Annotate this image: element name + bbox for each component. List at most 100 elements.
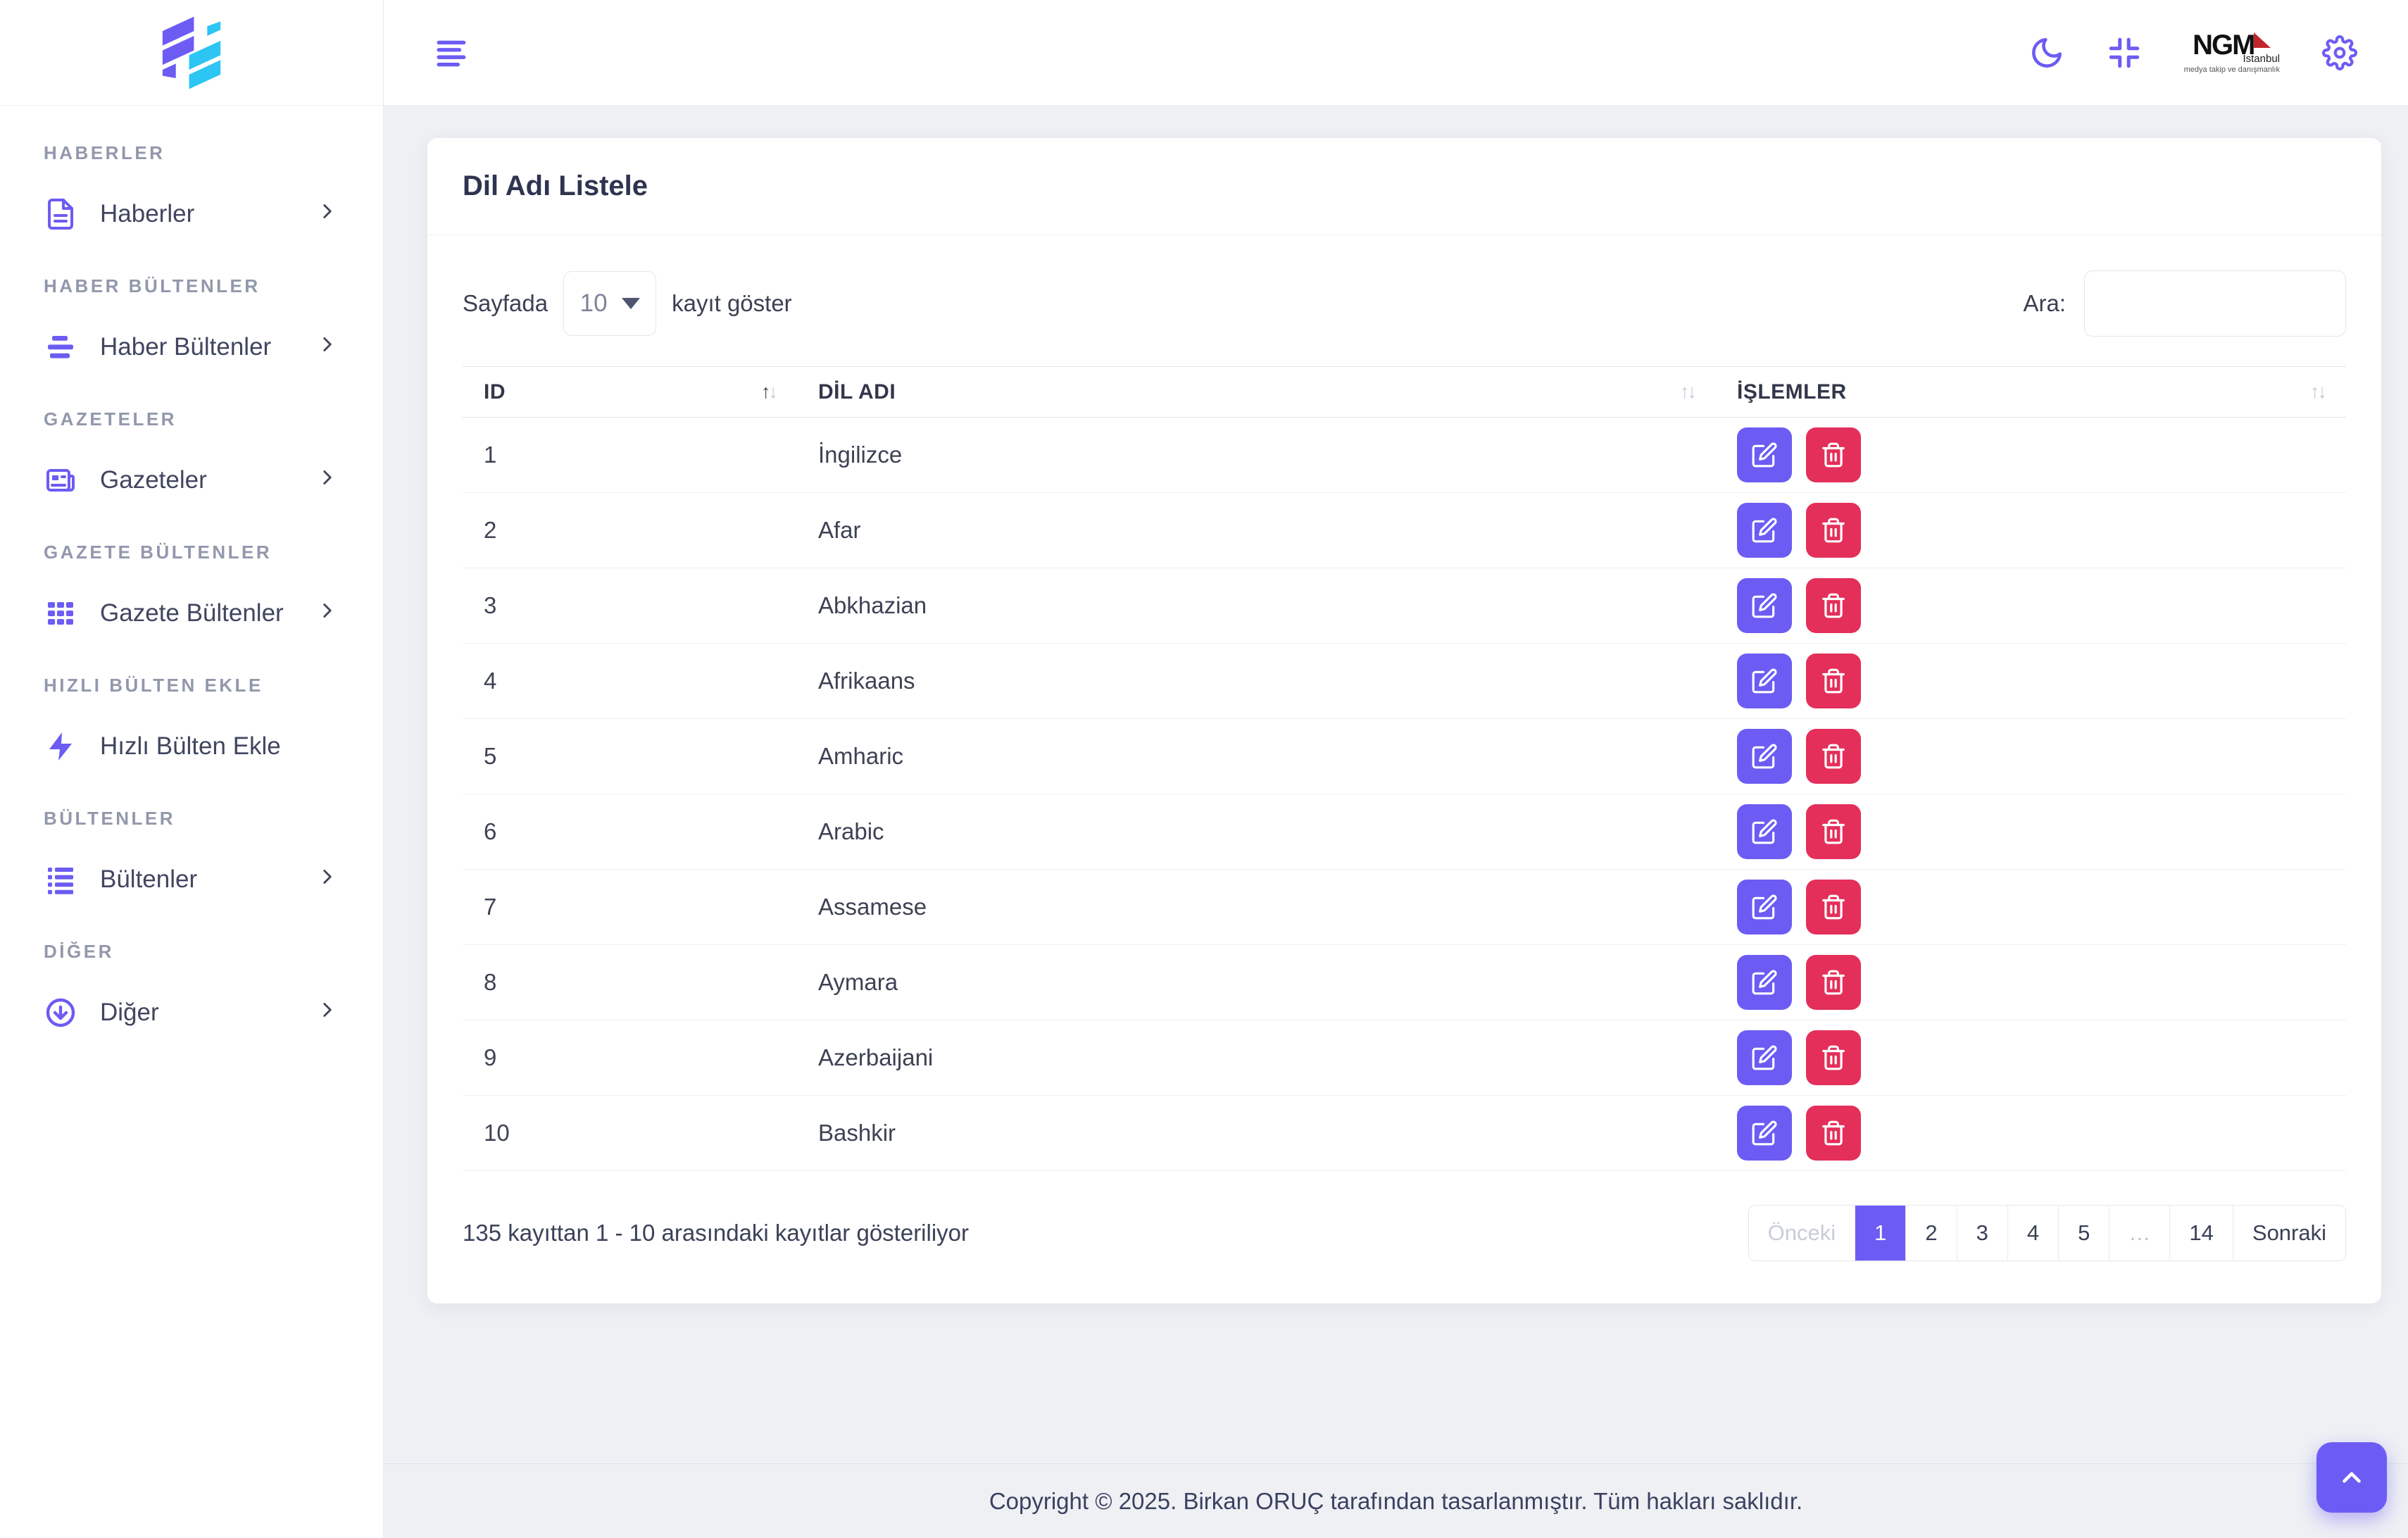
delete-button[interactable]	[1806, 729, 1861, 784]
chevron-up-icon	[2343, 1472, 2361, 1483]
sidebar-item-gazeteler[interactable]: Gazeteler	[0, 449, 383, 512]
sidebar-item-bultenler[interactable]: Bültenler	[0, 848, 383, 911]
cell-id: 1	[463, 417, 797, 493]
edit-icon	[1752, 819, 1777, 844]
trash-icon	[1822, 518, 1845, 543]
edit-button[interactable]	[1737, 729, 1792, 784]
pagination-next[interactable]: Sonraki	[2232, 1206, 2345, 1261]
settings-button[interactable]	[2322, 35, 2357, 70]
pagination: Önceki 1 2 3 4 5 … 14 Sonraki	[1748, 1205, 2346, 1261]
search-group: Ara:	[2023, 270, 2346, 337]
sidebar-item-label: Gazete Bültenler	[100, 599, 284, 627]
row-actions	[1737, 503, 2325, 558]
sidebar-item-label: Diğer	[100, 999, 159, 1026]
list-icon	[48, 868, 73, 894]
edit-button[interactable]	[1737, 427, 1792, 482]
search-label: Ara:	[2023, 290, 2066, 316]
edit-button[interactable]	[1737, 1106, 1792, 1161]
ngm-logo[interactable]: NGM İstanbul medya takip ve danışmanlık	[2184, 31, 2280, 74]
delete-button[interactable]	[1806, 578, 1861, 633]
sidebar: HABERLER Haberler HABER BÜLTENLER Haber …	[0, 0, 384, 1538]
edit-icon	[1752, 668, 1777, 694]
row-actions	[1737, 880, 2325, 934]
table-controls: Sayfada 10 kayıt göster Ara:	[463, 270, 2346, 337]
page-length-label-before: Sayfada	[463, 290, 548, 316]
edit-button[interactable]	[1737, 880, 1792, 934]
edit-button[interactable]	[1737, 955, 1792, 1010]
delete-button[interactable]	[1806, 503, 1861, 558]
sidebar-item-haberler[interactable]: Haberler	[0, 182, 383, 246]
page-length-label-after: kayıt göster	[672, 290, 792, 316]
cell-id: 4	[463, 643, 797, 719]
caret-down-icon	[621, 298, 640, 309]
table-row: 3 Abkhazian	[463, 568, 2346, 644]
ngm-tagline: medya takip ve danışmanlık	[2183, 65, 2280, 74]
edit-button[interactable]	[1737, 654, 1792, 708]
fullscreen-toggle-button[interactable]	[2107, 35, 2142, 70]
scroll-to-top-button[interactable]	[2316, 1442, 2387, 1513]
page-length-select[interactable]: 10	[563, 271, 657, 336]
sidebar-item-label: Haberler	[100, 200, 195, 227]
copyright-text: Copyright © 2025. Birkan ORUÇ tarafından…	[989, 1487, 1803, 1514]
cell-id: 3	[463, 568, 797, 644]
row-actions	[1737, 654, 2325, 708]
delete-button[interactable]	[1806, 804, 1861, 859]
cell-id: 2	[463, 492, 797, 568]
sidebar-item-gazete-bultenler[interactable]: Gazete Bültenler	[0, 582, 383, 645]
edit-button[interactable]	[1737, 1030, 1792, 1085]
section-label-haber-bultenler: HABER BÜLTENLER	[44, 275, 261, 296]
ngm-logo-row: NGM	[2193, 31, 2271, 59]
delete-button[interactable]	[1806, 654, 1861, 708]
pagination-page-5[interactable]: 5	[2058, 1206, 2109, 1261]
column-header-id[interactable]: ID ↑↓	[463, 366, 797, 418]
edit-button[interactable]	[1737, 503, 1792, 558]
footer: Copyright © 2025. Birkan ORUÇ tarafından…	[384, 1463, 2408, 1538]
content-area: Dil Adı Listele Sayfada 10 kayıt göster …	[384, 106, 2408, 1463]
language-list-card: Dil Adı Listele Sayfada 10 kayıt göster …	[427, 138, 2381, 1303]
sidebar-nav: HABERLER Haberler HABER BÜLTENLER Haber …	[0, 106, 383, 1044]
search-input[interactable]	[2084, 270, 2346, 337]
pagination-page-2[interactable]: 2	[1905, 1206, 1957, 1261]
edit-icon	[1752, 518, 1777, 543]
sidebar-item-label: Hızlı Bülten Ekle	[100, 732, 281, 760]
ngm-flag-icon	[2254, 32, 2271, 48]
delete-button[interactable]	[1806, 955, 1861, 1010]
sidebar-item-hizli-bulten-ekle[interactable]: Hızlı Bülten Ekle	[0, 715, 383, 778]
column-header-islemler[interactable]: İŞLEMLER ↑↓	[1716, 366, 2346, 418]
pagination-page-1[interactable]: 1	[1855, 1206, 1906, 1261]
column-header-dil-adi[interactable]: DİL ADI ↑↓	[797, 366, 1716, 418]
dark-mode-toggle-button[interactable]	[2029, 35, 2064, 70]
cell-language: Arabic	[797, 794, 1716, 870]
cell-id: 6	[463, 794, 797, 870]
delete-button[interactable]	[1806, 880, 1861, 934]
delete-button[interactable]	[1806, 1030, 1861, 1085]
edit-button[interactable]	[1737, 804, 1792, 859]
delete-button[interactable]	[1806, 427, 1861, 482]
menu-icon	[437, 40, 466, 66]
row-actions	[1737, 729, 2325, 784]
pagination-page-4[interactable]: 4	[2007, 1206, 2059, 1261]
pagination-previous[interactable]: Önceki	[1748, 1206, 1855, 1261]
compress-icon	[2109, 37, 2139, 68]
brand-logo-icon	[162, 16, 221, 89]
menu-toggle-button[interactable]	[434, 35, 470, 70]
pagination-page-3[interactable]: 3	[1956, 1206, 2007, 1261]
section-label-haberler: HABERLER	[44, 142, 165, 163]
cell-language: Afar	[797, 492, 1716, 568]
edit-button[interactable]	[1737, 578, 1792, 633]
sort-icon: ↑↓	[761, 381, 778, 402]
pagination-page-14[interactable]: 14	[2169, 1206, 2233, 1261]
cell-language: Azerbaijani	[797, 1020, 1716, 1096]
brand-logo[interactable]	[0, 0, 383, 106]
chevron-right-icon	[315, 465, 339, 496]
sidebar-item-haber-bultenler[interactable]: Haber Bültenler	[0, 315, 383, 379]
cell-language: Assamese	[797, 869, 1716, 945]
chevron-right-icon	[315, 199, 339, 230]
sidebar-item-diger[interactable]: Diğer	[0, 981, 383, 1044]
delete-button[interactable]	[1806, 1106, 1861, 1161]
edit-icon	[1752, 970, 1777, 995]
row-actions	[1737, 1030, 2325, 1085]
edit-icon	[1752, 442, 1777, 468]
table-row: 9 Azerbaijani	[463, 1020, 2346, 1096]
table-body: 1 İngilizce 2 Afar	[463, 417, 2346, 1171]
